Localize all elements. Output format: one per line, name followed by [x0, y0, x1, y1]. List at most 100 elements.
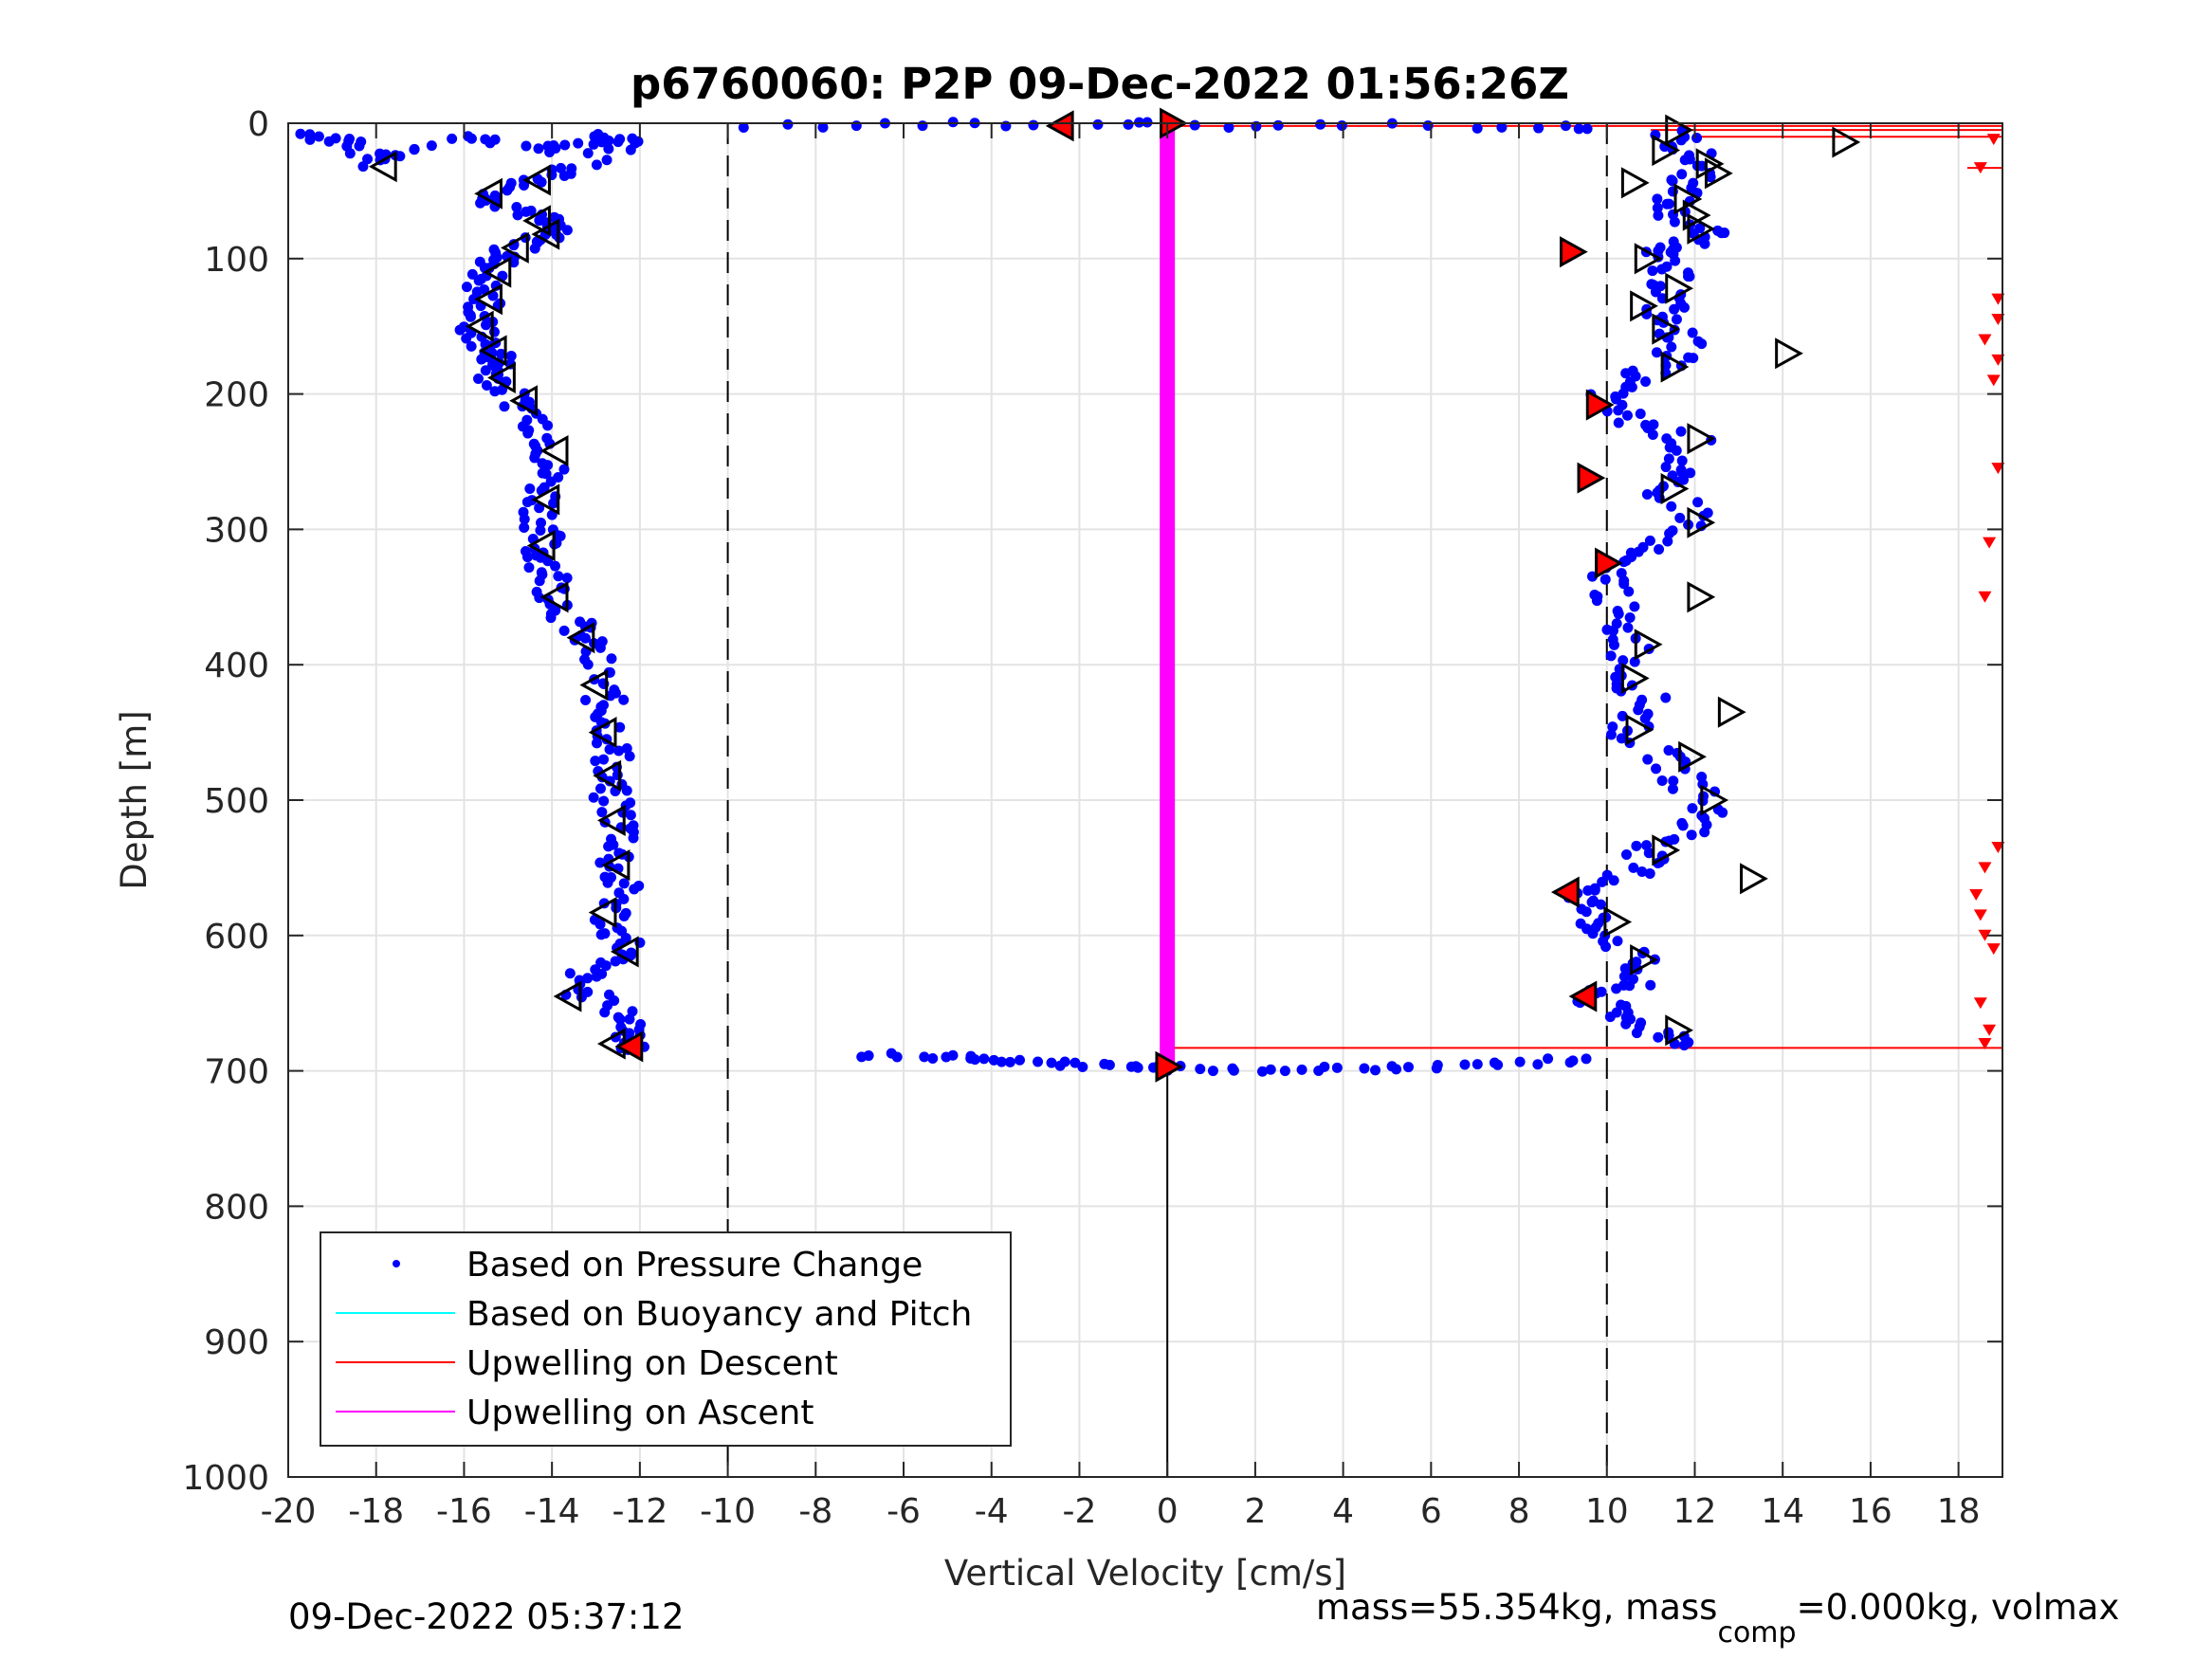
descent-triangle-marker	[487, 361, 516, 394]
pressure-change-point	[1651, 347, 1662, 358]
x-tick-label: 6	[1420, 1492, 1442, 1531]
descent-triangle-marker	[610, 936, 639, 968]
pressure-change-point	[1683, 271, 1694, 283]
x-tick-label: -16	[436, 1492, 492, 1531]
pressure-change-point	[1587, 928, 1599, 939]
descent-triangle-marker	[500, 231, 529, 264]
pressure-change-point	[561, 225, 573, 236]
pressure-change-point	[481, 379, 492, 391]
ascent-triangle-marker	[1687, 212, 1716, 245]
pressure-change-point	[1092, 118, 1104, 130]
pressure-change-point	[529, 452, 540, 464]
ascent-triangle-marker	[1687, 581, 1716, 613]
pressure-change-point	[502, 185, 513, 196]
pressure-change-point	[594, 919, 606, 930]
upwelling-descent-marker	[1973, 909, 1987, 921]
pressure-change-point	[481, 319, 492, 331]
upwelling-descent-marker	[1986, 943, 2001, 956]
pressure-change-point	[919, 1051, 930, 1063]
pressure-change-point	[519, 514, 530, 525]
pressure-change-point	[1607, 721, 1618, 733]
upwelling-descent-marker	[1969, 888, 1983, 901]
ascent-triangle-marker	[1740, 863, 1768, 895]
x-tick-label: -20	[261, 1492, 317, 1531]
x-tick-label: -10	[700, 1492, 756, 1531]
x-tick-label: 0	[1157, 1492, 1179, 1531]
pressure-change-point	[1666, 501, 1677, 512]
pressure-change-point	[1618, 556, 1630, 568]
pressure-change-point	[1719, 228, 1730, 239]
pressure-change-point	[521, 497, 533, 508]
pressure-change-point	[1496, 121, 1508, 133]
descent-triangle-marker	[579, 669, 609, 702]
pressure-change-point	[595, 929, 607, 940]
y-axis-label: Depth [m]	[114, 710, 155, 889]
pressure-change-point	[618, 694, 630, 705]
x-tick-label: -4	[975, 1492, 1009, 1531]
pressure-change-point	[965, 1053, 977, 1065]
x-tick-label: 4	[1332, 1492, 1354, 1531]
ascent-triangle-marker	[1775, 337, 1803, 370]
descent-triangle-marker	[593, 759, 622, 792]
pressure-change-point	[1567, 1055, 1579, 1066]
pressure-change-point	[466, 340, 477, 352]
pressure-change-point	[594, 642, 606, 653]
pressure-change-point	[621, 742, 632, 754]
x-tick-label: 10	[1585, 1492, 1629, 1531]
pressure-change-point	[559, 139, 571, 151]
pressure-change-point	[304, 134, 316, 145]
pressure-change-point	[1651, 763, 1662, 775]
pressure-change-point	[466, 133, 477, 144]
pressure-change-point	[1705, 172, 1716, 183]
pressure-change-point	[628, 832, 639, 844]
pressure-change-point	[594, 783, 606, 794]
pressure-change-point	[558, 464, 570, 475]
descent-triangle-marker	[588, 896, 617, 929]
descent-triangle-marker	[566, 622, 595, 654]
pressure-change-point	[1605, 729, 1617, 740]
upwelling-descent-marker	[1978, 591, 1992, 603]
pressure-change-point	[1663, 198, 1674, 210]
pressure-change-point	[533, 143, 544, 155]
legend-label: Based on Buoyancy and Pitch	[466, 1295, 972, 1334]
descent-triangle-marker	[531, 218, 560, 250]
pressure-change-point	[602, 877, 613, 888]
x-tick-label: -8	[798, 1492, 832, 1531]
legend-label: Based on Pressure Change	[466, 1246, 923, 1285]
pressure-change-point	[548, 139, 559, 151]
pressure-change-point	[1004, 1056, 1015, 1067]
pressure-change-point	[1628, 862, 1639, 873]
red-triangle-marker	[614, 1030, 644, 1063]
descent-triangle-marker	[596, 804, 626, 836]
pressure-change-point	[1667, 175, 1678, 187]
pressure-change-point	[313, 131, 324, 142]
upwelling-descent-marker	[1986, 134, 2001, 146]
footer-mass-prefix: mass=55.354kg, mass	[1316, 1587, 1717, 1628]
pressure-change-point	[1621, 410, 1633, 421]
upwelling-descent-marker	[1991, 354, 2005, 366]
pressure-change-point	[521, 140, 532, 152]
upwelling-descent-marker	[1991, 463, 2005, 475]
pressure-change-point	[323, 136, 335, 147]
pressure-change-point	[1639, 713, 1651, 724]
pressure-change-point	[454, 324, 466, 336]
pressure-change-point	[512, 210, 523, 221]
pressure-change-point	[1618, 388, 1629, 399]
pressure-change-point	[511, 202, 522, 213]
ascent-triangle-marker	[1717, 696, 1746, 728]
pressure-change-point	[1624, 611, 1636, 623]
y-tick-label: 500	[204, 782, 269, 821]
pressure-change-point	[1656, 293, 1668, 304]
pressure-change-point	[1620, 368, 1632, 379]
ascent-triangle-marker	[1665, 272, 1694, 304]
pressure-change-point	[1608, 639, 1619, 650]
pressure-change-point	[564, 968, 576, 979]
x-tick-label: -14	[524, 1492, 580, 1531]
upwelling-descent-marker	[1991, 841, 2005, 853]
pressure-change-point	[591, 738, 602, 749]
marker-layer	[368, 107, 1861, 1083]
pressure-change-point	[1613, 609, 1624, 620]
pressure-change-point	[1359, 1063, 1370, 1074]
pressure-change-point	[850, 120, 862, 132]
pressure-change-point	[1633, 704, 1644, 716]
